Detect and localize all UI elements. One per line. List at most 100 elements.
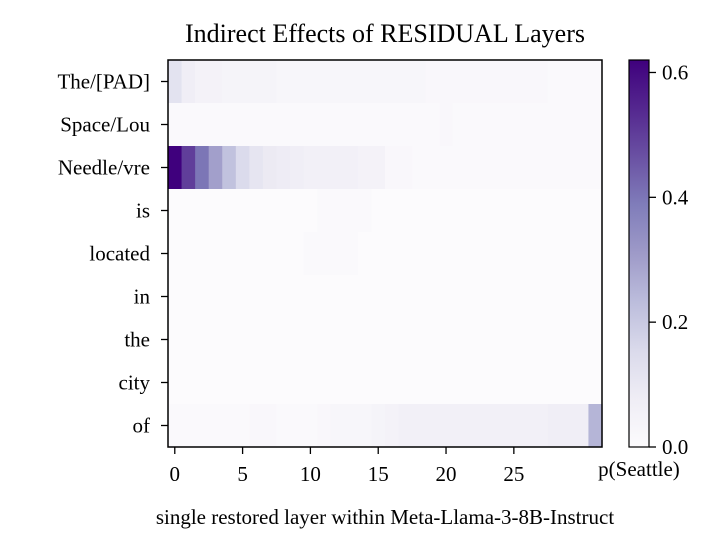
heatmap-cell <box>575 189 589 233</box>
colorbar-tick-label: 0.4 <box>662 185 689 209</box>
heatmap-cell <box>480 404 494 448</box>
heatmap-cell <box>385 361 399 405</box>
heatmap-cell <box>249 146 263 190</box>
heatmap-cell <box>548 318 562 362</box>
heatmap-cell <box>371 60 385 104</box>
heatmap-cell <box>453 404 467 448</box>
x-axis: 0 5 10 15 20 25 <box>170 447 525 486</box>
heatmap-cell <box>263 232 277 276</box>
heatmap-cell <box>344 404 358 448</box>
heatmap-cell <box>277 60 291 104</box>
heatmap-cell <box>331 60 345 104</box>
heatmap-cell <box>371 275 385 319</box>
colorbar-tick-label: 0.6 <box>662 60 688 84</box>
heatmap-cell <box>521 103 535 147</box>
heatmap-cell <box>453 60 467 104</box>
colorbar <box>629 60 649 447</box>
heatmap-cell <box>412 404 426 448</box>
heatmap-cell <box>412 318 426 362</box>
y-tick-label: Space/Lou <box>60 113 150 137</box>
heatmap-cell <box>521 189 535 233</box>
heatmap-cell <box>534 404 548 448</box>
heatmap-cell <box>344 103 358 147</box>
heatmap-cell <box>195 60 209 104</box>
heatmap-cell <box>168 146 182 190</box>
heatmap-cell <box>466 404 480 448</box>
heatmap-cell <box>439 60 453 104</box>
heatmap-cell <box>195 232 209 276</box>
heatmap-cell <box>263 361 277 405</box>
heatmap-cell <box>548 189 562 233</box>
heatmap-cell <box>249 361 263 405</box>
heatmap-cell <box>534 318 548 362</box>
colorbar-label: p(Seattle) <box>598 457 680 481</box>
heatmap-cell <box>331 103 345 147</box>
heatmap-cell <box>561 189 575 233</box>
heatmap-cell <box>561 275 575 319</box>
y-tick-label: located <box>89 242 150 266</box>
heatmap-cell <box>344 146 358 190</box>
heatmap-cell <box>263 318 277 362</box>
heatmap-cell <box>412 361 426 405</box>
heatmap-cell <box>290 232 304 276</box>
heatmap-cell <box>575 361 589 405</box>
y-tick-label: of <box>133 414 151 438</box>
heatmap-cell <box>277 103 291 147</box>
heatmap-cell <box>195 146 209 190</box>
heatmap-cell <box>168 189 182 233</box>
y-tick-label: The/[PAD] <box>57 70 150 94</box>
heatmap-cell <box>385 275 399 319</box>
heatmap-cell <box>209 404 223 448</box>
heatmap-cell <box>561 361 575 405</box>
colorbar-tick-label: 0.0 <box>662 435 688 459</box>
y-tick-label: in <box>134 285 151 309</box>
heatmap-cell <box>277 146 291 190</box>
heatmap-cell <box>371 103 385 147</box>
heatmap-cell <box>466 318 480 362</box>
heatmap-cell <box>480 232 494 276</box>
heatmap-cell <box>588 361 602 405</box>
heatmap-cell <box>263 146 277 190</box>
heatmap-cell <box>561 232 575 276</box>
heatmap-cell <box>466 146 480 190</box>
heatmap-cell <box>209 103 223 147</box>
heatmap-cell <box>236 60 250 104</box>
heatmap-cell <box>195 275 209 319</box>
heatmap-cell <box>575 146 589 190</box>
heatmap-cell <box>358 361 372 405</box>
heatmap-cell <box>249 60 263 104</box>
heatmap-cell <box>304 361 318 405</box>
heatmap-cell <box>317 232 331 276</box>
heatmap-cell <box>331 232 345 276</box>
heatmap-cell <box>236 318 250 362</box>
heatmap-cell <box>209 146 223 190</box>
heatmap-cell <box>453 189 467 233</box>
heatmap-cell <box>168 361 182 405</box>
y-tick-label: Needle/vre <box>58 156 150 180</box>
heatmap-cell <box>263 60 277 104</box>
heatmap-cell <box>168 404 182 448</box>
heatmap-cell <box>534 189 548 233</box>
heatmap-cell <box>290 275 304 319</box>
colorbar-axis: 0.0 0.2 0.4 0.6 <box>649 60 689 459</box>
heatmap-cell <box>575 275 589 319</box>
heatmap-cell <box>317 275 331 319</box>
heatmap-cell <box>575 60 589 104</box>
heatmap-cell <box>412 189 426 233</box>
heatmap-cell <box>575 404 589 448</box>
heatmap-cell <box>466 232 480 276</box>
heatmap-cell <box>277 361 291 405</box>
heatmap-cell <box>263 275 277 319</box>
heatmap-cell <box>439 404 453 448</box>
heatmap-cell <box>439 146 453 190</box>
y-axis: The/[PAD] Space/Lou Needle/vre is located in t… <box>57 70 168 438</box>
heatmap-cell <box>494 232 508 276</box>
heatmap-cell <box>304 60 318 104</box>
heatmap-cell <box>209 275 223 319</box>
heatmap-cell <box>426 361 440 405</box>
heatmap-cell <box>371 232 385 276</box>
heatmap-cell <box>588 404 602 448</box>
heatmap-cell <box>317 189 331 233</box>
